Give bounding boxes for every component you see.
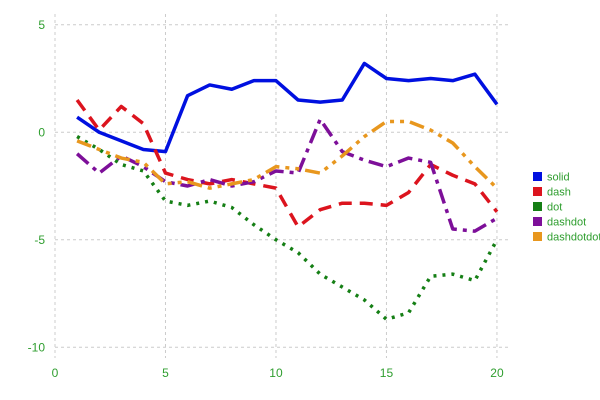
legend-swatch — [533, 217, 542, 226]
legend-item-dashdot: dashdot — [533, 217, 586, 229]
legend-swatch — [533, 172, 542, 181]
y-tick-label: 0 — [38, 125, 45, 139]
legend-swatch — [533, 232, 542, 241]
legend-swatch — [533, 187, 542, 196]
series-lines — [75, 61, 499, 322]
series-line-dot — [76, 135, 499, 322]
x-tick-label: 15 — [380, 366, 394, 380]
tick-labels: 0 5 10 15 20 -10 -5 0 5 — [28, 18, 504, 380]
series-line-dashdot — [75, 117, 498, 233]
y-tick-label: 5 — [38, 18, 45, 32]
x-tick-label: 20 — [490, 366, 504, 380]
legend-label: dashdot — [547, 217, 586, 229]
legend-item-dash: dash — [533, 187, 571, 199]
y-tick-label: -5 — [34, 233, 45, 247]
legend-label: dot — [547, 202, 562, 214]
legend-label: dashdotdot — [547, 232, 600, 244]
series-line-dash — [75, 98, 499, 229]
legend-label: solid — [547, 172, 570, 184]
x-tick-label: 0 — [52, 366, 59, 380]
y-tick-label: -10 — [28, 340, 46, 354]
series-line-solid — [76, 61, 499, 154]
x-tick-label: 10 — [269, 366, 283, 380]
legend-item-dashdotdot: dashdotdot — [533, 232, 600, 244]
x-tick-label: 5 — [162, 366, 169, 380]
series-line-dashdotdot — [76, 119, 499, 190]
legend-swatch — [533, 202, 542, 211]
legend-item-dot: dot — [533, 202, 562, 214]
legend-label: dash — [547, 187, 571, 199]
legend-item-solid: solid — [533, 172, 570, 184]
